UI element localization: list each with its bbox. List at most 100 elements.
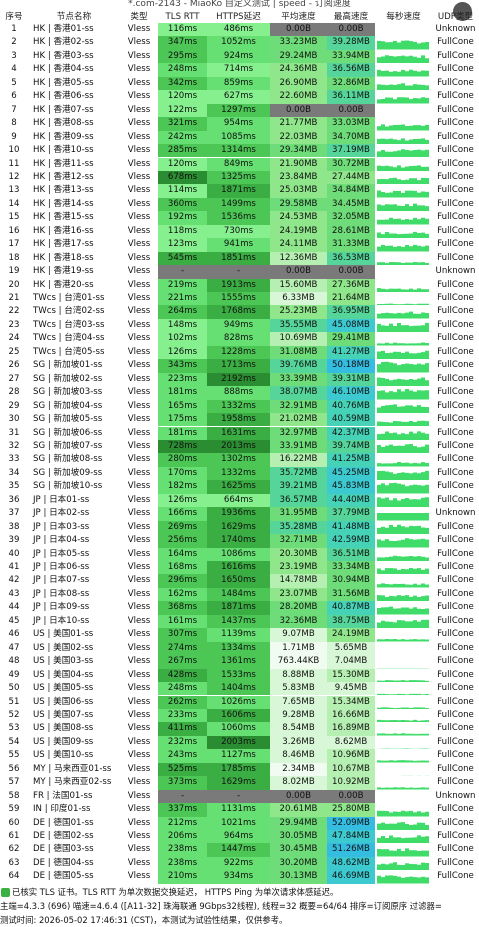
node-name: JP | 日本10-ss (28, 615, 120, 628)
tls-rtt: 248ms (158, 682, 207, 695)
node-name: HK | 香港08-ss (28, 117, 120, 130)
udp-type: FullCone (432, 400, 479, 413)
sparkline-shape (375, 144, 432, 157)
protocol-type: Vless (120, 467, 158, 480)
node-name: US | 美国06-ss (28, 696, 120, 709)
tls-rtt: 307ms (158, 628, 207, 641)
average-speed: 0.00B (270, 790, 327, 803)
udp-type: FullCone (432, 184, 479, 197)
max-speed: 39.28MB (327, 36, 375, 49)
max-speed: 39.31MB (327, 373, 375, 386)
tls-rtt: 343ms (158, 359, 207, 372)
node-name: HK | 香港14-ss (28, 198, 120, 211)
udp-type: FullCone (432, 574, 479, 587)
node-name: MY | 马来西亚02-ss (28, 776, 120, 789)
average-speed: 8.88MB (270, 669, 327, 682)
sparkline-bars (377, 849, 429, 857)
speed-sparkline (375, 346, 432, 359)
speed-sparkline (375, 63, 432, 76)
https-latency: 1958ms (207, 413, 270, 426)
udp-type: FullCone (432, 453, 479, 466)
protocol-type: Vless (120, 292, 158, 305)
https-latency: 1851ms (207, 252, 270, 265)
node-name: US | 美国10-ss (28, 749, 120, 762)
protocol-type: Vless (120, 332, 158, 345)
speed-sparkline (375, 359, 432, 372)
average-speed: 26.90MB (270, 77, 327, 90)
sparkline-bars (377, 497, 429, 507)
max-speed: 50.18MB (327, 359, 375, 372)
https-latency: 1332ms (207, 400, 270, 413)
protocol-type: Vless (120, 870, 158, 883)
row-index: 51 (0, 696, 28, 709)
udp-type: FullCone (432, 36, 479, 49)
sparkline-shape (375, 561, 432, 574)
tls-rtt: 114ms (158, 184, 207, 197)
node-name: TWcs | 台湾04-ss (28, 332, 120, 345)
speed-sparkline (375, 171, 432, 184)
tls-rtt: - (158, 265, 207, 278)
protocol-type: Vless (120, 63, 158, 76)
protocol-type: Vless (120, 131, 158, 144)
average-speed: 24.53MB (270, 211, 327, 224)
udp-type: FullCone (432, 413, 479, 426)
max-speed: 40.76MB (327, 400, 375, 413)
sparkline-shape (375, 696, 432, 709)
sparkline-bars (377, 483, 429, 494)
sparkline-bars (377, 245, 429, 252)
tls-rtt: 223ms (158, 373, 207, 386)
speed-sparkline (375, 494, 432, 507)
row-index: 50 (0, 682, 28, 695)
average-speed: 20.30MB (270, 548, 327, 561)
protocol-type: Vless (120, 23, 158, 36)
sparkline-shape (375, 292, 432, 305)
node-name: TWcs | 台湾05-ss (28, 346, 120, 359)
sparkline-shape (375, 77, 432, 90)
node-name: HK | 香港16-ss (28, 225, 120, 238)
sparkline-shape (375, 252, 432, 265)
row-index: 22 (0, 305, 28, 318)
https-latency: - (207, 790, 270, 803)
protocol-type: Vless (120, 601, 158, 614)
sparkline-shape (375, 615, 432, 628)
row-index: 26 (0, 359, 28, 372)
row-index: 38 (0, 521, 28, 534)
sparkline-shape (375, 359, 432, 372)
sparkline-shape (375, 453, 432, 466)
tls-rtt: 126ms (158, 346, 207, 359)
protocol-type: Vless (120, 857, 158, 870)
https-latency: 954ms (207, 117, 270, 130)
max-speed: 10.67MB (327, 763, 375, 776)
average-speed: 31.08MB (270, 346, 327, 359)
https-latency: 1139ms (207, 628, 270, 641)
node-name: JP | 日本06-ss (28, 561, 120, 574)
udp-type: FullCone (432, 440, 479, 453)
speed-sparkline (375, 386, 432, 399)
node-name: SG | 新加坡01-ss (28, 359, 120, 372)
protocol-type: Vless (120, 615, 158, 628)
speed-sparkline (375, 211, 432, 224)
https-latency: 1447ms (207, 843, 270, 856)
average-speed: 23.84MB (270, 171, 327, 184)
speed-sparkline (375, 722, 432, 735)
sparkline-shape (375, 198, 432, 211)
sparkline-bars (377, 41, 429, 50)
max-speed: 10.92MB (327, 776, 375, 789)
https-latency: 1127ms (207, 749, 270, 762)
sparkline-shape (375, 776, 432, 789)
https-latency: 1026ms (207, 696, 270, 709)
row-index: 7 (0, 104, 28, 117)
row-index: 14 (0, 198, 28, 211)
column-header: UDP类型 (432, 11, 479, 23)
max-speed: 42.59MB (327, 534, 375, 547)
average-speed: 8.54MB (270, 722, 327, 735)
sparkline-shape (375, 669, 432, 682)
